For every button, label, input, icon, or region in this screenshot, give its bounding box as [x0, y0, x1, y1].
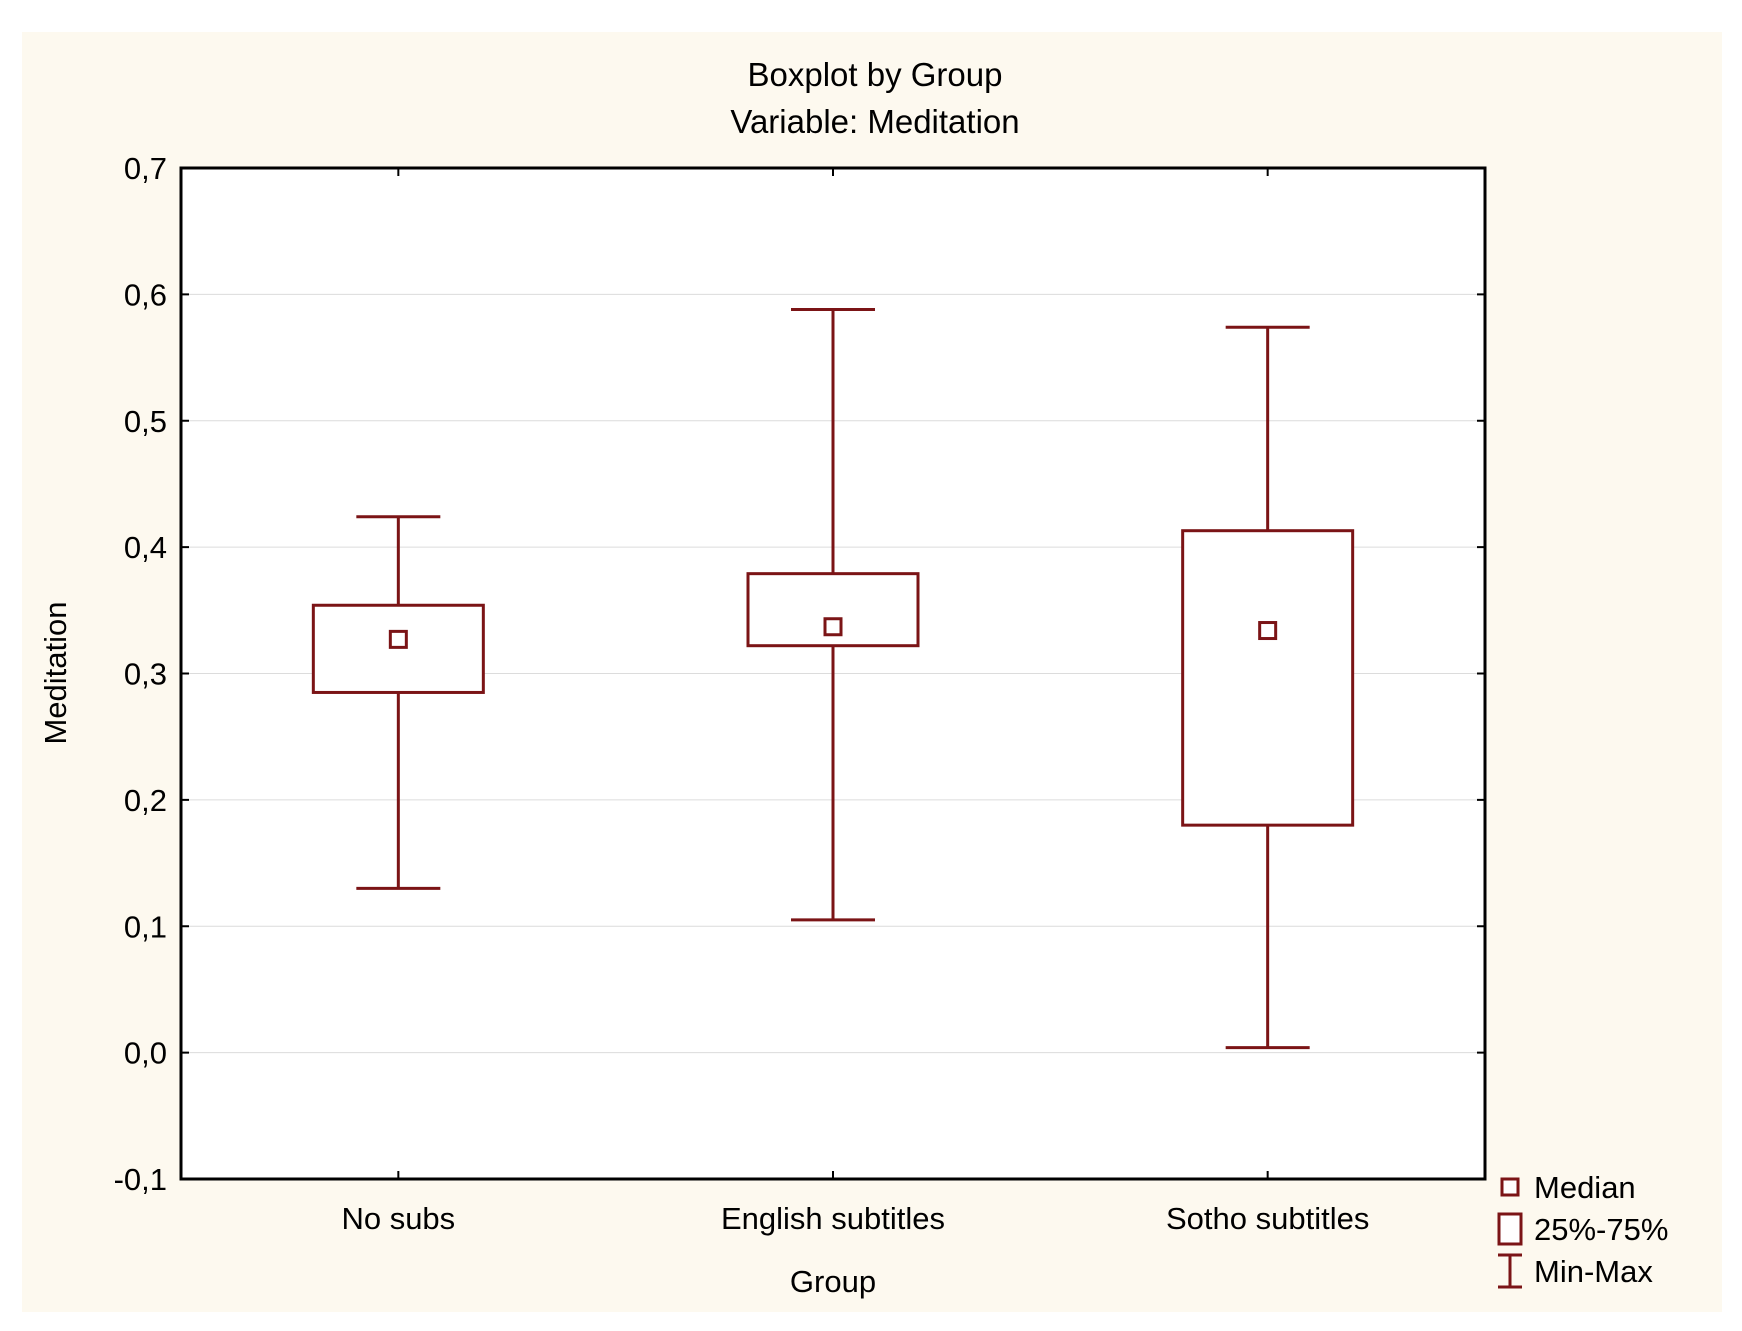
y-tick-label: 0,5: [124, 404, 167, 439]
y-tick-label: 0,0: [124, 1036, 167, 1071]
box-group: [1181, 325, 1355, 1050]
box-group: [311, 515, 485, 890]
y-tick-label: 0,1: [124, 909, 167, 944]
axis-ticks: -0,1 0,0 0,1 0,2 0,3 0,4 0,5 0,6 0,7 No subs Engli…: [114, 151, 1485, 1236]
legend-label: Min-Max: [1534, 1254, 1653, 1289]
y-tick-label: 0,4: [124, 530, 167, 565]
legend-median-symbol: [1500, 1177, 1520, 1197]
median-marker: [823, 617, 843, 637]
x-tick-label: No subs: [341, 1201, 455, 1236]
y-tick-label: 0,6: [124, 277, 167, 312]
legend: Median 25%-75% Min-Max: [1497, 1170, 1668, 1289]
legend-iqr-symbol: [1497, 1212, 1523, 1246]
box-group: [746, 308, 920, 922]
x-axis-label: Group: [790, 1264, 876, 1299]
y-axis-label: Meditation: [38, 601, 73, 744]
y-tick-label: -0,1: [114, 1162, 167, 1197]
y-tick-label: 0,7: [124, 151, 167, 186]
median-marker: [388, 629, 408, 649]
plot-frame: [179, 166, 1487, 1181]
chart-title: Boxplot by Group: [748, 56, 1003, 93]
y-tick-label: 0,3: [124, 657, 167, 692]
legend-label: Median: [1534, 1170, 1636, 1205]
chart-subtitle: Variable: Meditation: [730, 103, 1019, 140]
y-tick-label: 0,2: [124, 783, 167, 818]
iqr-box: [1181, 529, 1355, 827]
x-tick-label: Sotho subtitles: [1166, 1201, 1369, 1236]
legend-label: 25%-75%: [1534, 1212, 1668, 1247]
boxes: [311, 308, 1355, 1050]
x-tick-label: English subtitles: [721, 1201, 945, 1236]
median-marker: [1258, 621, 1278, 641]
